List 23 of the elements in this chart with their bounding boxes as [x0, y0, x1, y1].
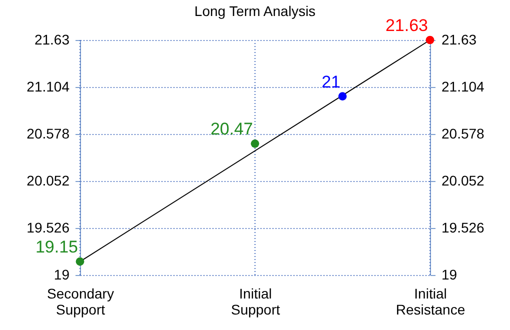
data-label: 20.47 [210, 120, 253, 139]
y-tick-label: 19.526 [26, 220, 70, 236]
y-tick-label: 20.052 [26, 172, 70, 188]
y2-tick-label: 19 [442, 266, 458, 282]
point [250, 139, 260, 148]
data-label: 21 [322, 72, 340, 92]
y2-tick-label: 20.578 [442, 126, 485, 142]
x-tick-label: Initial Support [230, 286, 280, 318]
point [338, 92, 347, 100]
y-tick-label: 21.104 [26, 78, 70, 94]
y2-tick-label: 20.052 [442, 172, 485, 188]
data-label: 19.15 [35, 238, 78, 257]
x-tick-label: Secondary Support [47, 286, 114, 318]
y2-tick-label: 21.104 [442, 78, 485, 94]
chart-title: Long Term Analysis [194, 3, 316, 19]
point [76, 257, 84, 266]
x-tick-label: Initial Resistance [396, 286, 466, 318]
y-tick-label: 21.63 [34, 32, 70, 48]
y-tick-label: 19 [54, 266, 70, 282]
y-tick-label: 20.578 [26, 126, 70, 142]
y2-tick-label: 21.63 [442, 32, 477, 48]
y2-tick-label: 19.526 [442, 220, 485, 236]
data-label: 21.63 [385, 16, 428, 35]
